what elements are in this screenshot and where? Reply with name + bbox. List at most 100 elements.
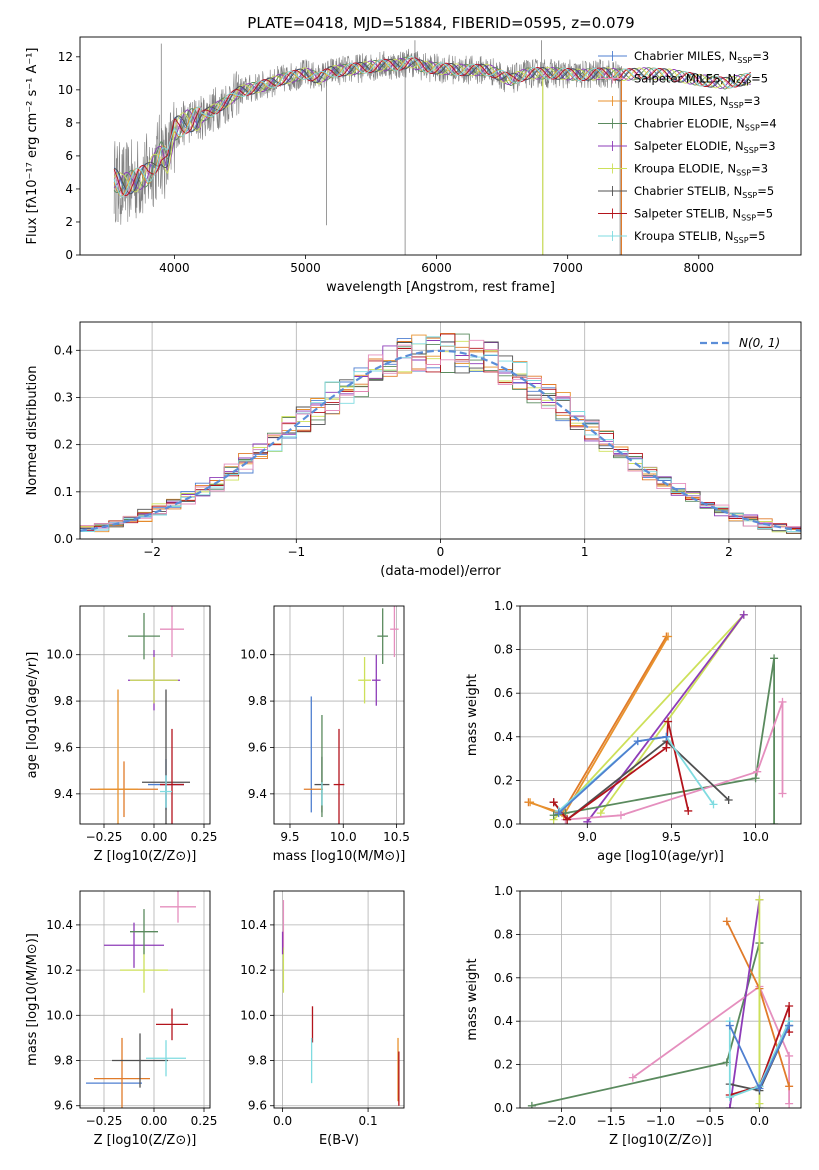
y-tick-label: 0.8 [494,927,513,941]
weight-line [528,636,668,815]
y-tick-label: 0.2 [494,773,513,787]
plot-area [113,40,752,255]
x-axis-label: mass [log10(M/M⊙)] [273,849,406,864]
weight-point [725,1021,734,1030]
legend-suffix: =5 [756,207,773,221]
residual-histogram [80,336,801,532]
weight-point [755,895,764,904]
weight-point [554,809,563,818]
y-tick-label: 0.0 [54,532,73,546]
y-axis-label: mass weight [465,674,480,756]
panel-mass-vs-Z: −0.25 0.00 0.25 9.6 9.8 10.0 10.2 10.4 Z [log10(… [25,890,217,1148]
x-tick-label: 0 [437,545,445,559]
x-tick-label: 9.5 [662,830,681,844]
legend-label: Salpeter ELODIE, NSSP=3 [634,139,776,155]
x-axis-label: Z [log10(Z/Z⊙)] [609,1133,712,1148]
x-tick-label: 0.0 [750,1114,769,1128]
x-axis-label: Z [log10(Z/Z⊙)] [94,1133,197,1148]
plot-area [86,891,196,1108]
plot-area [527,895,794,1108]
y-tick-label: 0.8 [494,643,513,657]
y-tick-label: 10.0 [240,648,267,662]
weight-point [596,809,605,818]
weight-point [616,811,625,820]
weight-line [558,735,667,814]
weight-point [785,1051,794,1060]
axes-frame [79,321,802,540]
weight-point [755,1099,764,1108]
legend-suffix: =4 [760,117,777,131]
x-axis-label: age [log10(age/yr)] [597,849,724,864]
x-tick-label: −2 [143,545,161,559]
panel-age-vs-Z: −0.25 0.00 0.25 9.4 9.6 9.8 10.0 Z [log10(Z/Z⊙)… [25,605,218,864]
legend-subscript: SSP [741,214,756,223]
weight-point [725,1093,734,1102]
x-tick-label: 2 [725,545,733,559]
x-tick-label: 4000 [159,261,190,275]
legend: Chabrier MILES, NSSP=3 Salpeter MILES, NS… [598,49,777,245]
y-tick-label: 9.6 [54,1099,73,1113]
x-tick-label: 6000 [421,261,452,275]
legend-label: Kroupa STELIB, NSSP=5 [634,229,765,245]
weight-point [778,789,787,798]
y-tick-label: 9.8 [54,694,73,708]
weight-point [770,820,779,824]
weight-point [739,610,748,619]
x-tick-label: 8000 [683,261,714,275]
model-fit-line [113,56,752,193]
y-tick-label: 9.8 [248,1054,267,1068]
x-tick-label: 0.0 [273,1114,292,1128]
x-axis-label: wavelength [Angstrom, rest frame] [326,280,555,295]
plot-area [90,606,190,824]
legend-suffix: =3 [759,139,776,153]
weight-point [527,1101,536,1108]
model-fit-line [113,55,752,198]
x-tick-label: −2.0 [547,1114,576,1128]
weight-point [664,717,673,726]
legend-subscript: SSP [744,146,759,155]
y-tick-label: 4 [65,182,73,196]
y-tick-label: 12 [58,50,73,64]
y-axis-label: mass [log10(M/M⊙)] [25,933,40,1066]
y-tick-label: 0 [65,248,73,262]
x-tick-label: −0.25 [86,1114,123,1128]
legend-label: Salpeter STELIB, NSSP=5 [634,207,773,223]
legend-suffix: =5 [749,229,766,243]
weight-point [753,767,762,776]
y-tick-label: 9.4 [54,787,73,801]
plot-area [524,610,787,824]
weight-line [529,636,669,817]
weight-point [628,1073,637,1082]
legend-subscript: SSP [742,191,757,200]
weight-point [785,1082,794,1091]
weight-line [565,701,784,821]
y-tick-label: 10.4 [240,918,267,932]
x-axis-label: E(B-V) [319,1133,359,1148]
axes-frame [519,605,802,825]
x-tick-label: 5000 [290,261,321,275]
panel-weight-vs-Z: −2.0 −1.5 −1.0 −0.5 0.0 0.0 0.2 0.4 0.6 0.8 1.0 Z [… [465,884,802,1148]
legend-suffix: =3 [752,49,769,63]
legend-subscript: SSP [734,236,749,245]
panel-age-vs-mass: 9.5 10.0 10.5 9.4 9.6 9.8 10.0 mass [log10(M/M⊙… [240,605,410,864]
weight-point [684,806,693,815]
x-tick-label: 0.25 [191,830,218,844]
y-tick-label: 0.6 [494,686,513,700]
y-tick-label: 0.2 [54,438,73,452]
y-tick-label: 0.6 [494,971,513,985]
legend-subscript: SSP [745,124,760,133]
panel-weight-vs-age: 9.0 9.5 10.0 0.0 0.2 0.4 0.6 0.8 1.0 age [log10(a… [465,599,802,864]
weight-point [563,815,572,824]
legend-label: Chabrier ELODIE, NSSP=4 [634,117,777,133]
x-tick-label: 7000 [552,261,583,275]
weight-point [662,743,671,752]
weight-point [785,1021,794,1030]
legend-subscript: SSP [729,101,744,110]
axes-frame [273,890,405,1109]
x-tick-label: 9.0 [578,830,597,844]
y-axis-label: Flux [fλ10⁻¹⁷ erg cm⁻² s⁻¹ A⁻¹] [25,48,40,245]
x-tick-label: −1.5 [596,1114,625,1128]
y-tick-label: 9.6 [248,1099,267,1113]
weight-point [709,800,718,809]
y-tick-label: 0.1 [54,485,73,499]
